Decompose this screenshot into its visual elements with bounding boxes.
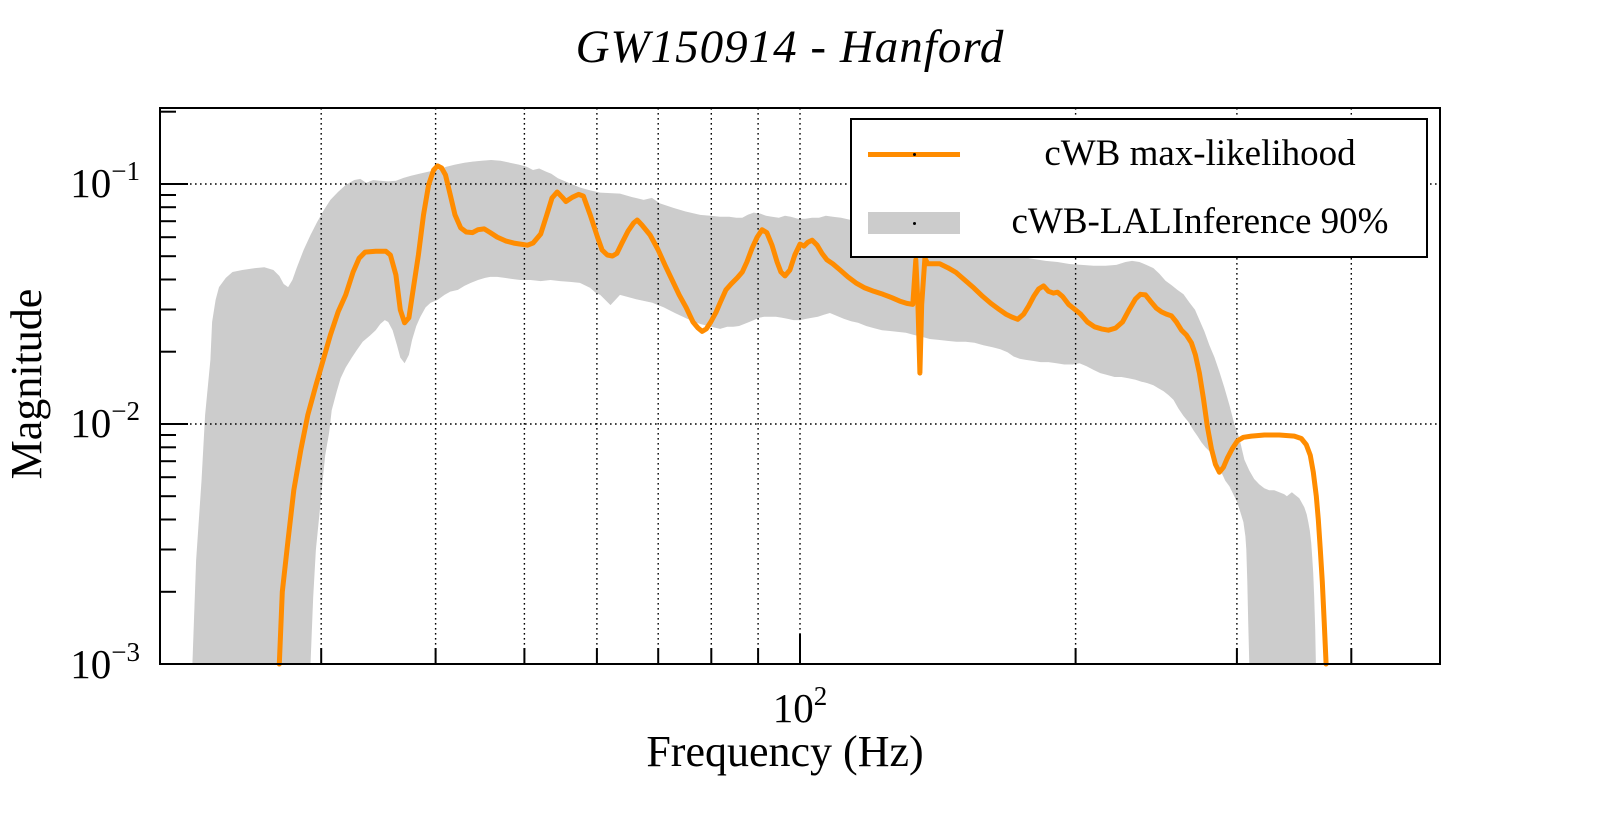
legend-item-max-likelihood: cWB max-likelihood <box>852 120 1426 188</box>
legend-line-swatch <box>868 152 960 157</box>
y-tick-label-1e-3: 10−3 <box>70 637 140 688</box>
legend-marker-dot <box>913 153 916 156</box>
confidence-band-layer <box>192 160 1316 664</box>
chart-title: GW150914 - Hanford <box>575 21 1005 73</box>
y-tick-label-1e-2: 10−2 <box>70 396 140 447</box>
legend: cWB max-likelihood cWB-LALInference 90% <box>850 118 1428 258</box>
x-axis-title: Frequency (Hz) <box>646 727 924 776</box>
plot-frame-layer <box>159 107 1441 665</box>
legend-marker-dot <box>913 222 916 225</box>
x-tick-label-100: 102 <box>772 681 828 732</box>
y-axis-title: Magnitude <box>2 288 51 480</box>
legend-label: cWB max-likelihood <box>1044 133 1356 174</box>
legend-band-swatch <box>868 212 960 234</box>
legend-item-confidence-band: cWB-LALInference 90% <box>852 188 1426 256</box>
y-tick-label-1e-1: 10−1 <box>70 156 140 207</box>
gridlines-layer <box>160 108 1440 664</box>
legend-label: cWB-LALInference 90% <box>1011 201 1389 242</box>
axis-ticks-layer <box>160 110 1353 665</box>
max-likelihood-line-layer <box>276 163 1329 667</box>
